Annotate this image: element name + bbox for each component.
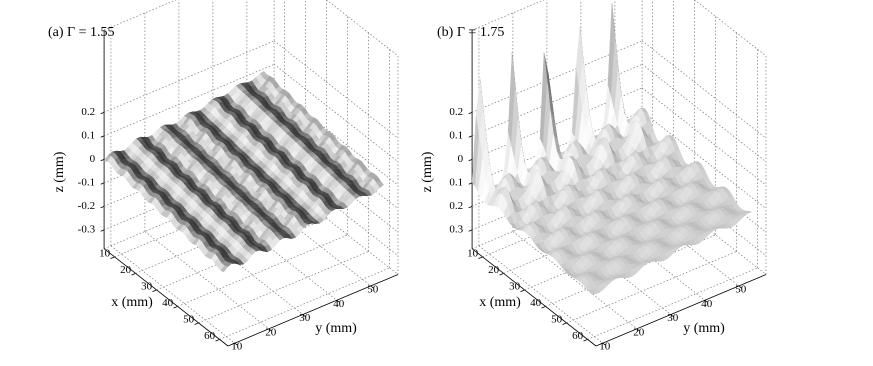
tick-mark: [563, 323, 567, 325]
z-tick-label: -0.3: [78, 223, 96, 235]
y-tick-label: 40: [701, 298, 713, 310]
z-tick-label: 0.1: [449, 176, 463, 188]
tick-mark: [479, 257, 483, 259]
y-tick-label: 30: [667, 312, 679, 324]
y-tick-label: 20: [633, 326, 645, 338]
x-tick-label: 10: [99, 247, 111, 259]
y-tick-label: 50: [735, 283, 747, 295]
y-tick-label: 10: [599, 341, 611, 353]
x-tick-label: 60: [204, 330, 216, 342]
box-edge: [104, 0, 274, 30]
y-tick-label: 10: [231, 341, 243, 353]
tick-mark: [174, 306, 178, 308]
z-tick-label: 0: [90, 153, 96, 165]
x-tick-label: 20: [488, 264, 500, 276]
z-tick-label: 0.1: [449, 129, 463, 141]
z-tick-label: 0.1: [81, 129, 95, 141]
y-axis-label: y (mm): [315, 321, 357, 336]
tick-mark: [132, 273, 136, 275]
panel: 10 20 30 40 50 60 10 20 30 40 50 -0.3 -0.2 -0.1 0 0.1 0.…: [48, 0, 398, 353]
tick-mark: [542, 306, 546, 308]
y-tick-label: 20: [265, 326, 277, 338]
tick-mark: [101, 230, 104, 231]
tick-mark: [469, 183, 472, 184]
y-tick-label: 30: [299, 312, 311, 324]
tick-mark: [101, 159, 104, 160]
x-axis-label: x (mm): [111, 295, 153, 310]
z-tick-label: 0.2: [449, 200, 463, 212]
tick-mark: [101, 183, 104, 184]
x-tick-label: 30: [141, 280, 153, 292]
y-tick-label: 40: [333, 298, 345, 310]
x-tick-label: 30: [509, 280, 521, 292]
tick-mark: [469, 112, 472, 113]
z-tick-label: 0.2: [81, 106, 95, 118]
z-axis-label: z (mm): [420, 151, 435, 192]
surface: [104, 71, 384, 272]
grid-line: [642, 41, 766, 138]
x-axis-label: x (mm): [479, 295, 521, 310]
box-edge: [274, 0, 398, 56]
tick-mark: [195, 323, 199, 325]
x-tick-label: 50: [183, 313, 195, 325]
z-tick-label: -0.2: [78, 200, 95, 212]
tick-mark: [101, 206, 104, 207]
x-tick-label: 40: [162, 297, 174, 309]
tick-mark: [500, 273, 504, 275]
surface: [472, 4, 751, 294]
z-axis-label: z (mm): [52, 151, 67, 192]
tick-mark: [469, 230, 472, 231]
panel: 10 20 30 40 50 60 10 20 30 40 50 0.3 0.2 0.1 0 0.1 0.2 (b…: [420, 0, 766, 353]
x-tick-label: 20: [120, 264, 132, 276]
tick-mark: [216, 339, 220, 341]
tick-mark: [584, 339, 588, 341]
panel-title: (a) Γ = 1.55: [48, 25, 115, 40]
x-tick-label: 60: [572, 330, 584, 342]
box-edge: [642, 0, 766, 56]
tick-mark: [153, 290, 157, 292]
tick-mark: [101, 136, 104, 137]
z-tick-label: -0.1: [78, 176, 95, 188]
tick-mark: [469, 136, 472, 137]
y-axis-label: y (mm): [683, 321, 725, 336]
y-tick-label: 50: [367, 283, 379, 295]
tick-mark: [101, 112, 104, 113]
z-tick-label: 0.3: [449, 223, 463, 235]
tick-mark: [469, 206, 472, 207]
tick-mark: [521, 290, 525, 292]
panel-title: (b) Γ = 1.75: [437, 25, 504, 40]
tick-mark: [469, 159, 472, 160]
z-tick-label: 0.2: [449, 106, 463, 118]
z-tick-label: 0: [458, 153, 464, 165]
x-tick-label: 50: [551, 313, 563, 325]
x-tick-label: 40: [530, 297, 542, 309]
tick-mark: [111, 257, 115, 259]
x-tick-label: 10: [467, 247, 479, 259]
